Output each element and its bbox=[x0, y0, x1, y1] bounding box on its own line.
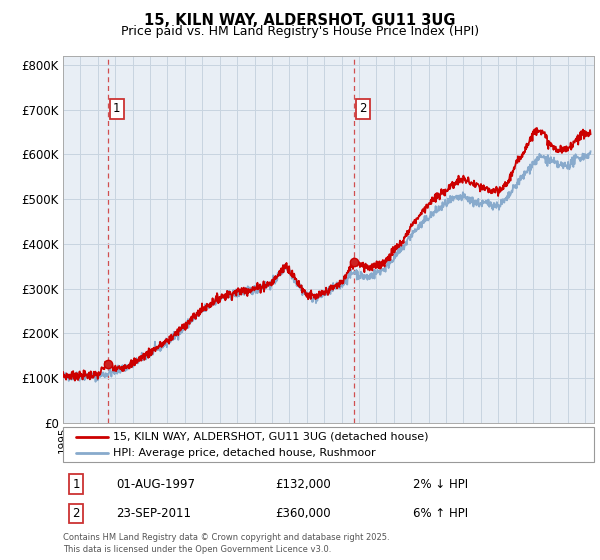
Text: Price paid vs. HM Land Registry's House Price Index (HPI): Price paid vs. HM Land Registry's House … bbox=[121, 25, 479, 38]
Text: 01-AUG-1997: 01-AUG-1997 bbox=[116, 478, 195, 491]
Text: 15, KILN WAY, ALDERSHOT, GU11 3UG: 15, KILN WAY, ALDERSHOT, GU11 3UG bbox=[144, 13, 456, 28]
Text: 2: 2 bbox=[73, 507, 80, 520]
Text: 2: 2 bbox=[359, 102, 367, 115]
Text: 6% ↑ HPI: 6% ↑ HPI bbox=[413, 507, 469, 520]
Text: 1: 1 bbox=[113, 102, 121, 115]
Text: Contains HM Land Registry data © Crown copyright and database right 2025.
This d: Contains HM Land Registry data © Crown c… bbox=[63, 533, 389, 554]
Text: 15, KILN WAY, ALDERSHOT, GU11 3UG (detached house): 15, KILN WAY, ALDERSHOT, GU11 3UG (detac… bbox=[113, 432, 429, 442]
Text: £360,000: £360,000 bbox=[275, 507, 331, 520]
Text: 1: 1 bbox=[73, 478, 80, 491]
Text: 23-SEP-2011: 23-SEP-2011 bbox=[116, 507, 191, 520]
Text: HPI: Average price, detached house, Rushmoor: HPI: Average price, detached house, Rush… bbox=[113, 447, 376, 458]
Text: £132,000: £132,000 bbox=[275, 478, 331, 491]
Text: 2% ↓ HPI: 2% ↓ HPI bbox=[413, 478, 469, 491]
